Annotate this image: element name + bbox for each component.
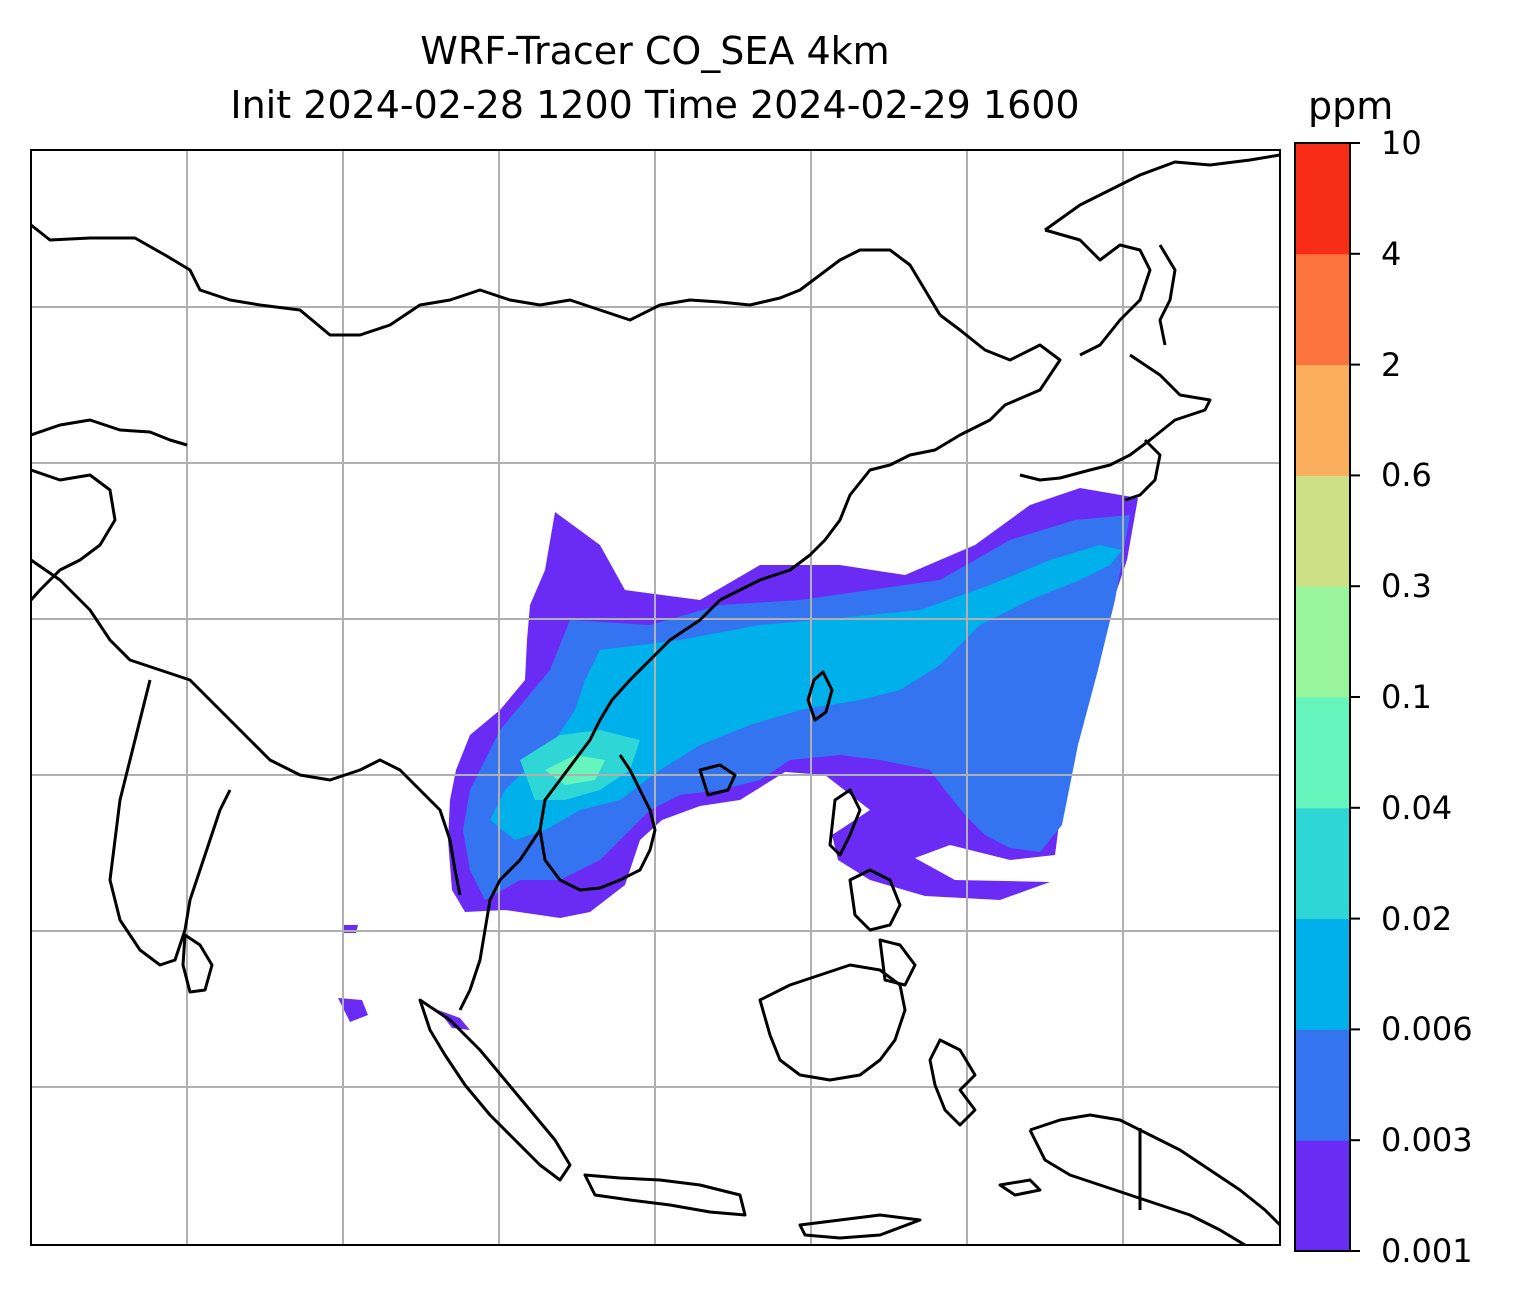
colorbar-segment (1295, 143, 1350, 255)
colorbar (1294, 142, 1360, 1252)
colorbar-tick-label: 0.001 (1381, 1232, 1473, 1270)
colorbar-tick-label: 4 (1381, 234, 1402, 273)
colorbar-tick-label: 10 (1381, 124, 1422, 162)
colorbar-tick-label: 0.02 (1381, 899, 1453, 938)
colorbar-segment (1295, 697, 1350, 809)
map-title: WRF-Tracer CO_SEA 4km (420, 29, 890, 73)
colorbar-segment (1295, 253, 1350, 366)
map-frame (30, 149, 1281, 1246)
plume-patch-sumatra (438, 1010, 470, 1030)
colorbar-segment (1295, 364, 1350, 476)
colorbar-tick-label: 0.3 (1381, 567, 1432, 606)
plume-patch-west (338, 998, 368, 1022)
colorbar-tick-label: 0.003 (1381, 1121, 1473, 1160)
colorbar-tick-label: 0.04 (1381, 788, 1453, 827)
colorbar-segment (1295, 475, 1350, 587)
colorbar-tick-label: 0.6 (1381, 456, 1432, 495)
plume-secondary-patch (848, 812, 912, 866)
colorbar-segment (1295, 807, 1350, 920)
colorbar-tick-label: 0.006 (1381, 1010, 1473, 1049)
map-area (31, 150, 1280, 1245)
colorbar-segment (1295, 918, 1350, 1030)
colorbar-tick-label: 0.1 (1381, 678, 1432, 716)
colorbar-segment (1295, 1029, 1350, 1141)
map-gridlines (31, 150, 1280, 1245)
colorbar-segment (1295, 586, 1350, 698)
colorbar-segment (1295, 1140, 1350, 1252)
co-tracer-plume (338, 488, 1138, 1030)
map-subtitle: Init 2024-02-28 1200 Time 2024-02-29 160… (230, 83, 1080, 127)
coastlines (31, 153, 1280, 1245)
colorbar-tick-label: 2 (1381, 345, 1402, 384)
colorbar-unit-label: ppm (1308, 84, 1394, 128)
